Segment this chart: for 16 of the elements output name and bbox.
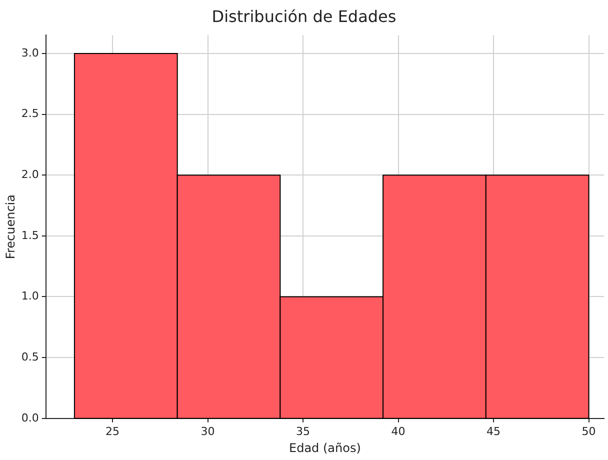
y-tick-label: 1.0 xyxy=(21,290,39,303)
x-tick-label: 25 xyxy=(106,424,120,438)
y-tick-label: 0.0 xyxy=(21,411,39,424)
x-tick-label: 50 xyxy=(582,424,596,438)
y-tick-label: 3.0 xyxy=(21,46,39,60)
y-tick-label: 2.5 xyxy=(21,107,39,120)
x-tick-label: 35 xyxy=(296,424,310,438)
y-tick-label: 1.5 xyxy=(21,228,39,242)
y-tick-label: 2.0 xyxy=(21,168,39,181)
y-axis-title: Frecuencia xyxy=(3,194,18,260)
x-axis-title: Edad (años) xyxy=(288,440,361,455)
x-tick-label: 45 xyxy=(486,424,501,438)
chart-title: Distribución de Edades xyxy=(212,6,396,26)
x-tick-label: 30 xyxy=(200,424,215,438)
x-tick-label: 40 xyxy=(391,424,406,438)
y-tick-label: 0.5 xyxy=(21,350,39,364)
